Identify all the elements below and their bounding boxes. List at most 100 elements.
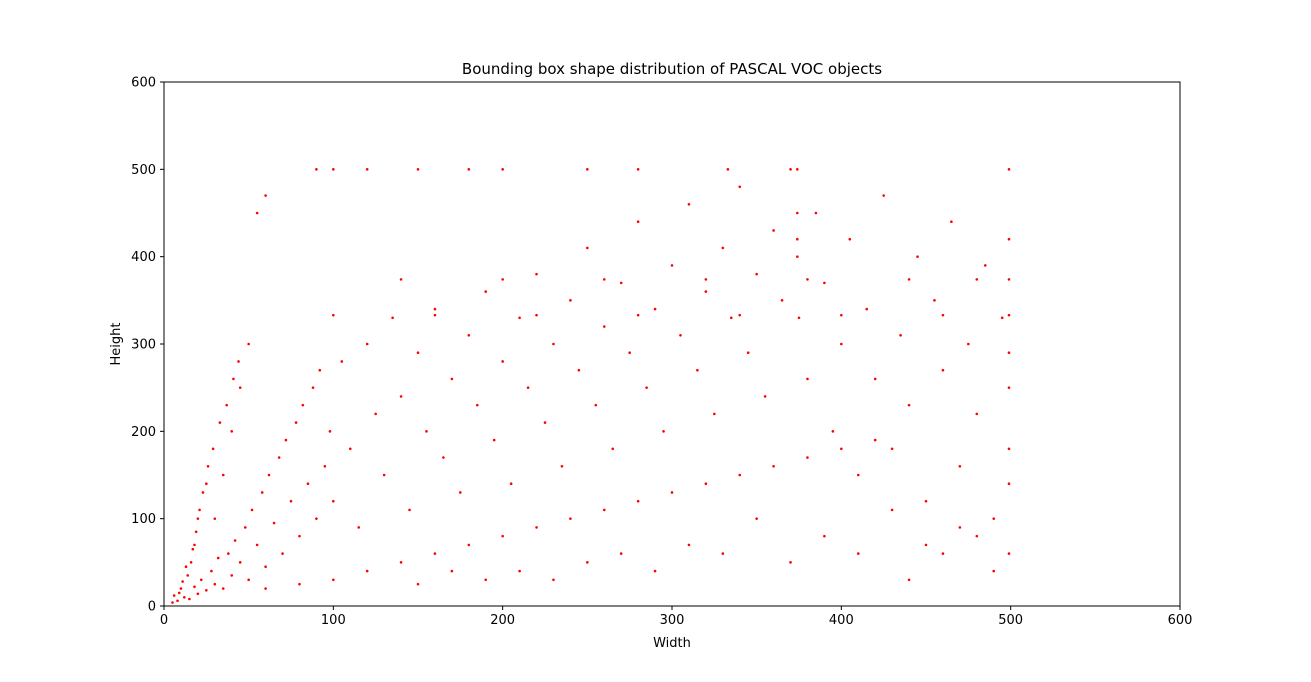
data-point bbox=[696, 368, 699, 372]
data-point bbox=[796, 237, 799, 241]
data-point bbox=[177, 591, 181, 595]
data-point bbox=[755, 272, 758, 276]
data-point bbox=[726, 168, 730, 171]
data-point bbox=[264, 565, 267, 568]
data-point bbox=[332, 313, 335, 317]
data-point bbox=[958, 464, 962, 468]
data-point bbox=[255, 211, 259, 215]
data-point bbox=[975, 412, 979, 416]
data-point bbox=[983, 264, 987, 267]
data-point bbox=[586, 168, 589, 171]
data-point bbox=[298, 534, 301, 538]
data-point bbox=[856, 473, 860, 477]
data-point bbox=[569, 517, 572, 520]
data-point bbox=[772, 229, 775, 232]
data-point bbox=[332, 499, 335, 503]
data-point bbox=[916, 255, 919, 258]
data-point bbox=[391, 316, 394, 320]
data-point bbox=[611, 447, 615, 451]
data-point bbox=[518, 569, 521, 573]
data-point bbox=[526, 386, 530, 389]
data-point bbox=[806, 456, 809, 459]
data-point bbox=[1007, 237, 1011, 241]
data-point bbox=[535, 526, 538, 529]
x-tick-label: 600 bbox=[1168, 613, 1193, 628]
data-point bbox=[873, 377, 877, 381]
data-point bbox=[425, 430, 428, 433]
data-point bbox=[907, 403, 911, 407]
data-point bbox=[856, 552, 860, 555]
data-point bbox=[238, 386, 242, 389]
data-point bbox=[729, 316, 733, 320]
data-point bbox=[873, 438, 877, 442]
data-point bbox=[188, 597, 191, 601]
data-point bbox=[941, 368, 945, 372]
data-point bbox=[890, 447, 894, 451]
data-point bbox=[907, 278, 911, 281]
data-point bbox=[823, 281, 826, 285]
data-point bbox=[552, 342, 555, 346]
data-point bbox=[365, 569, 369, 573]
data-point bbox=[467, 168, 471, 171]
data-point bbox=[806, 278, 809, 281]
data-point bbox=[636, 168, 640, 171]
data-point bbox=[186, 574, 190, 577]
data-point bbox=[433, 307, 437, 311]
data-point bbox=[586, 561, 589, 564]
data-point bbox=[636, 220, 640, 224]
data-point bbox=[233, 539, 237, 542]
data-point bbox=[365, 168, 369, 171]
data-point bbox=[284, 438, 288, 442]
data-point bbox=[704, 278, 708, 281]
data-point bbox=[560, 464, 564, 468]
data-point bbox=[704, 290, 708, 293]
data-point bbox=[247, 578, 250, 582]
data-point bbox=[950, 220, 953, 224]
data-point bbox=[277, 456, 281, 459]
x-tick-label: 200 bbox=[490, 613, 515, 628]
data-point bbox=[924, 543, 928, 547]
data-point bbox=[780, 299, 784, 302]
data-point bbox=[232, 377, 235, 381]
data-point bbox=[763, 395, 767, 398]
data-point bbox=[484, 578, 488, 582]
data-point bbox=[211, 447, 215, 451]
data-point bbox=[518, 316, 521, 320]
data-point bbox=[264, 587, 267, 590]
y-tick-label: 600 bbox=[131, 76, 156, 91]
data-point bbox=[882, 194, 885, 197]
data-point bbox=[636, 313, 640, 317]
data-point bbox=[924, 499, 928, 503]
data-point bbox=[250, 508, 254, 512]
data-point bbox=[221, 473, 225, 477]
data-point bbox=[602, 325, 606, 328]
x-axis-ticks: 0 100 200 300 400 500 600 bbox=[160, 606, 1193, 628]
y-tick-label: 200 bbox=[131, 425, 156, 440]
data-point bbox=[416, 351, 420, 355]
data-point bbox=[721, 246, 725, 250]
data-point bbox=[899, 333, 902, 337]
data-point bbox=[543, 421, 547, 424]
data-point bbox=[713, 412, 716, 416]
data-point bbox=[840, 342, 843, 346]
data-point bbox=[255, 543, 259, 547]
data-point bbox=[450, 377, 454, 381]
data-point bbox=[687, 543, 691, 547]
data-point bbox=[501, 360, 504, 363]
data-point bbox=[315, 517, 318, 520]
data-point bbox=[619, 281, 623, 285]
chart-title: Bounding box shape distribution of PASCA… bbox=[462, 60, 882, 78]
y-tick-label: 500 bbox=[131, 163, 156, 178]
data-point bbox=[210, 569, 213, 573]
data-point bbox=[298, 582, 301, 586]
data-point bbox=[865, 307, 869, 311]
data-point bbox=[586, 246, 589, 250]
x-tick-label: 500 bbox=[998, 613, 1023, 628]
y-tick-label: 400 bbox=[131, 250, 156, 265]
data-point bbox=[814, 211, 818, 215]
data-point bbox=[433, 552, 437, 555]
data-point bbox=[796, 168, 799, 171]
data-point bbox=[281, 552, 284, 555]
data-point bbox=[653, 569, 657, 573]
data-point bbox=[328, 430, 332, 433]
